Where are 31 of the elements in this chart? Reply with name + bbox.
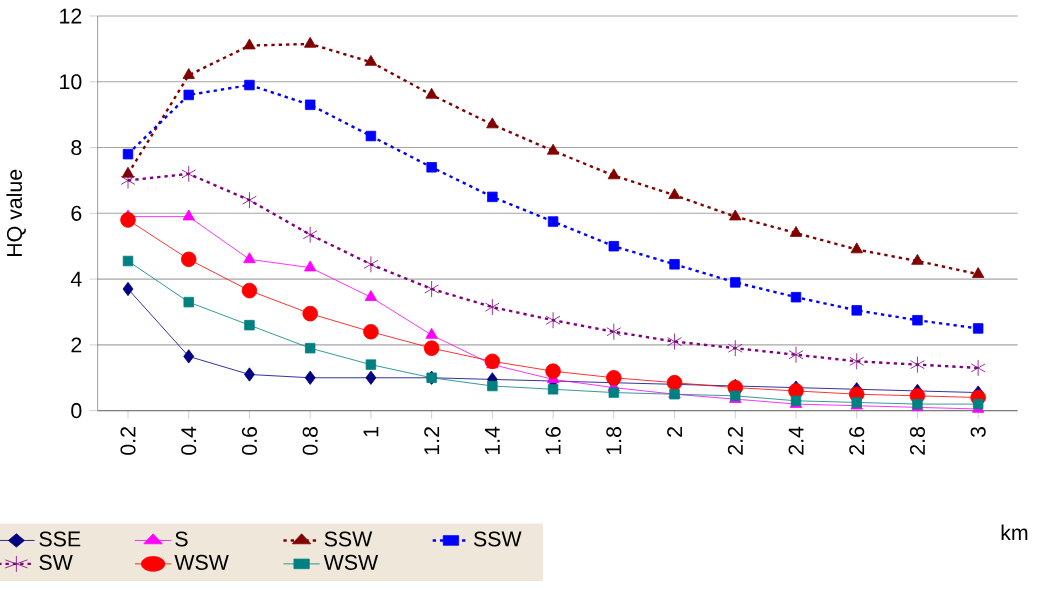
x-tick-label: 2.2 bbox=[727, 427, 743, 455]
x-tick-label: 0.2 bbox=[120, 427, 136, 456]
x-tick-label: 1.8 bbox=[606, 427, 622, 455]
x-tick-label: 0.4 bbox=[181, 426, 197, 456]
y-tick-label: 0 bbox=[71, 403, 82, 419]
x-tick-label: 2.4 bbox=[788, 426, 804, 455]
legend-label: SSW bbox=[473, 531, 522, 547]
y-axis-title: HQ value bbox=[6, 170, 26, 257]
x-tick-label: 0.8 bbox=[302, 427, 318, 456]
legend-label: WSW bbox=[323, 555, 379, 571]
y-tick-label: 6 bbox=[71, 205, 82, 222]
legend-label: WSW bbox=[174, 555, 229, 571]
x-tick-label: 1.6 bbox=[545, 427, 561, 455]
x-tick-label: 1.2 bbox=[424, 427, 440, 455]
y-tick-label: 4 bbox=[70, 271, 82, 287]
legend-label: SW bbox=[39, 555, 73, 571]
legend-label: SSE bbox=[39, 531, 81, 547]
x-axis-title: km bbox=[1001, 524, 1028, 541]
y-tick-label: 10 bbox=[60, 74, 82, 90]
y-tick-label: 8 bbox=[71, 140, 82, 156]
x-tick-label: 1.4 bbox=[485, 426, 500, 455]
x-tick-label: 3 bbox=[970, 427, 986, 438]
x-tick-label: 2.8 bbox=[909, 427, 925, 455]
y-tick-label: 12 bbox=[60, 8, 82, 24]
legend-label: SSW bbox=[324, 531, 373, 547]
x-tick-label: 1 bbox=[363, 427, 379, 437]
x-tick-label: 2 bbox=[667, 427, 682, 438]
x-tick-label: 0.6 bbox=[241, 427, 258, 456]
y-tick-label: 2 bbox=[71, 337, 82, 353]
x-tick-label: 2.6 bbox=[849, 427, 865, 455]
legend-label: S bbox=[175, 531, 188, 547]
